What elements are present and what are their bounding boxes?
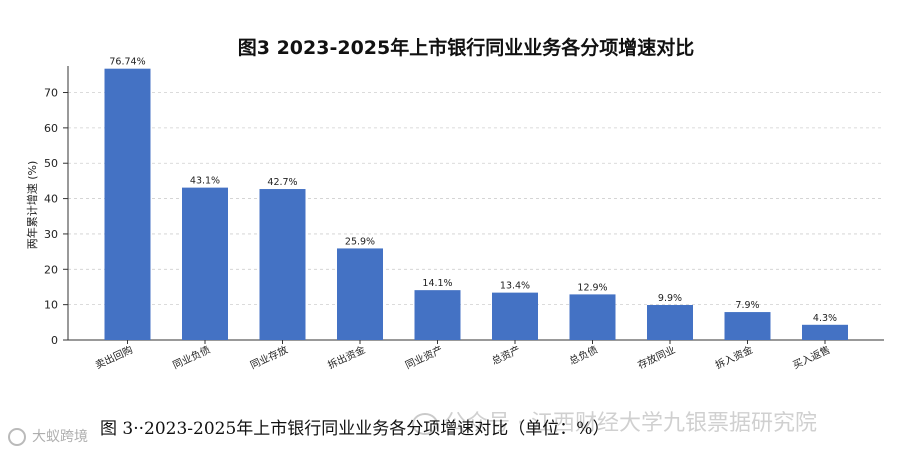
bar-value-label: 76.74% [109, 57, 145, 68]
bar [104, 68, 151, 341]
y-tick-label: 10 [44, 299, 58, 312]
x-tick-label: 总负债 [567, 343, 600, 367]
x-tick-label: 同业资产 [403, 343, 445, 372]
brand-text: 大蚁跨境 [32, 429, 88, 445]
bars [104, 68, 848, 341]
bar-value-label: 12.9% [577, 282, 607, 293]
x-tick-label: 卖出回购 [93, 343, 135, 372]
y-tick-label: 70 [44, 87, 58, 100]
y-tick-label: 60 [44, 122, 58, 135]
bar [259, 189, 306, 340]
x-tick-label: 存放同业 [636, 343, 678, 372]
bar [337, 248, 383, 340]
brand-logo-icon [8, 428, 26, 446]
x-tick-label: 同业负债 [171, 343, 213, 372]
y-tick-label: 40 [44, 193, 58, 206]
brand-mark: 大蚁跨境 [8, 426, 88, 446]
bar [802, 324, 848, 340]
x-tick-label: 同业存放 [248, 343, 290, 372]
bar [492, 292, 538, 340]
bar-value-label: 7.9% [735, 300, 759, 311]
bar [724, 312, 771, 340]
watermark-text: 公众号 · 江西财经大学九银票据研究院 [444, 411, 817, 436]
bar-value-label: 4.3% [813, 313, 837, 324]
wechat-icon [412, 413, 438, 435]
x-tick-label: 总资产 [490, 343, 523, 367]
y-tick-label: 30 [44, 228, 58, 241]
y-tick-label: 0 [51, 334, 58, 347]
chart-title: 图3 2023-2025年上市银行同业业务各分项增速对比 [238, 36, 694, 59]
bar-chart: 图3 2023-2025年上市银行同业业务各分项增速对比 0 10 20 30 40 50… [25, 36, 884, 372]
bar-value-label: 9.9% [658, 293, 682, 304]
bar-value-label: 25.9% [345, 236, 375, 247]
bar [182, 187, 228, 340]
bar [414, 290, 461, 340]
figure-caption: 图 3··2023-2025年上市银行同业业务各分项增速对比（单位：%） [100, 419, 610, 439]
bar-value-label: 14.1% [422, 278, 452, 289]
x-tick-label: 拆入资金 [713, 343, 755, 372]
x-tick-label: 拆出资金 [326, 343, 368, 372]
x-tick-label: 买入返售 [791, 343, 833, 372]
y-tick-label: 20 [44, 263, 58, 276]
grid-lines [68, 92, 884, 306]
y-axis-label: 两年累计增速 (%) [25, 161, 39, 250]
bar [569, 294, 616, 340]
watermark: 公众号 · 江西财经大学九银票据研究院 [412, 405, 817, 437]
bar-value-label: 43.1% [190, 176, 220, 187]
bar-value-label: 13.4% [500, 281, 530, 292]
bar [647, 304, 693, 340]
bar-value-label: 42.7% [267, 177, 297, 188]
y-tick-label: 50 [44, 157, 58, 170]
